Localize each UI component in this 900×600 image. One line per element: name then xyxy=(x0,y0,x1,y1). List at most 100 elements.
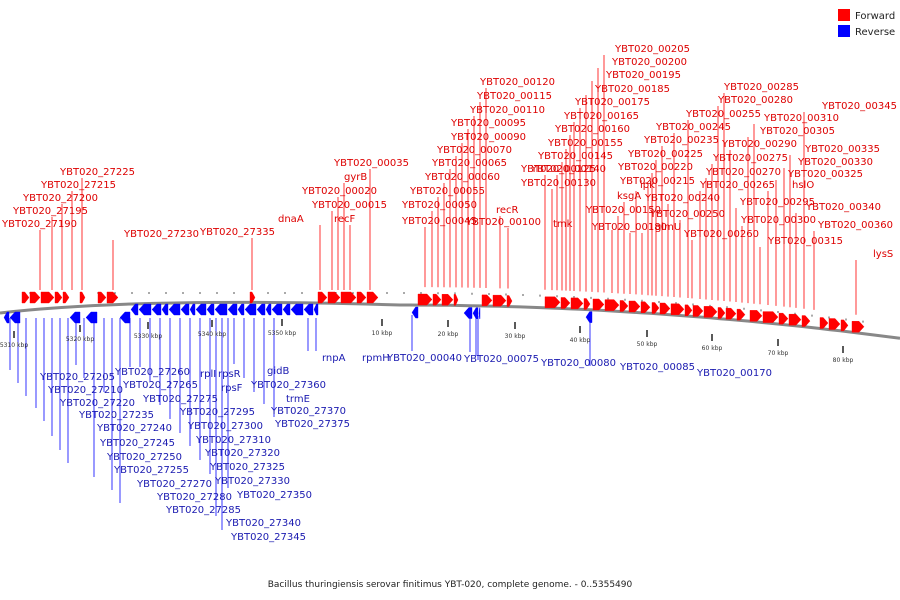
gene-label-ybt020-27295: YBT020_27295 xyxy=(179,407,255,418)
forward-gene-arrow xyxy=(21,291,30,304)
reverse-gene-arrow xyxy=(271,303,283,316)
forward-gene-arrow xyxy=(106,291,119,304)
scale-label: 5350 kbp xyxy=(268,330,296,337)
reverse-gene-arrow xyxy=(237,303,245,316)
gene-label-ksga: ksgA xyxy=(617,191,641,202)
gene-label-ybt020-00325: YBT020_00325 xyxy=(787,169,863,180)
forward-gene-arrow xyxy=(327,291,341,304)
gene-label-ybt020-27255: YBT020_27255 xyxy=(113,465,189,476)
gene-label-ybt020-00330: YBT020_00330 xyxy=(797,157,873,168)
gene-label-ybt020-00335: YBT020_00335 xyxy=(804,144,880,155)
reverse-gene-arrow xyxy=(265,303,272,316)
gene-label-ybt020-00055: YBT020_00055 xyxy=(409,186,485,197)
gene-label-ybt020-00275: YBT020_00275 xyxy=(712,153,788,164)
reverse-gene-arrow xyxy=(151,303,162,316)
gene-label-ybt020-27320: YBT020_27320 xyxy=(204,448,280,459)
gene-label-ybt020-00340: YBT020_00340 xyxy=(805,202,881,213)
scale-label: 5310 kbp xyxy=(0,342,28,349)
gene-label-recf: recF xyxy=(334,214,356,225)
gene-label-ybt020-27270: YBT020_27270 xyxy=(136,479,212,490)
forward-gene-arrow xyxy=(819,317,829,329)
gene-label-ybt020-00310: YBT020_00310 xyxy=(763,113,839,124)
gene-label-ybt020-00020: YBT020_00020 xyxy=(301,186,377,197)
forward-gene-arrow xyxy=(670,303,685,315)
gene-label-ybt020-00285: YBT020_00285 xyxy=(723,82,799,93)
reverse-gene-arrow xyxy=(282,303,291,316)
scale-label: 60 kbp xyxy=(702,345,723,352)
reverse-gene-arrow xyxy=(478,307,481,320)
scale-label: 5330 kbp xyxy=(134,333,162,340)
gene-label-ybt020-00080: YBT020_00080 xyxy=(540,358,616,369)
gene-label-ybt020-00225: YBT020_00225 xyxy=(627,149,703,160)
reverse-gene-arrow xyxy=(290,303,304,316)
gene-label-ybt020-00260: YBT020_00260 xyxy=(683,229,759,240)
gene-label-ybt020-00110: YBT020_00110 xyxy=(469,105,545,116)
gene-label-ybt020-00085: YBT020_00085 xyxy=(619,362,695,373)
gene-label-ybt020-00240: YBT020_00240 xyxy=(644,193,720,204)
forward-gene-arrow xyxy=(340,291,357,304)
reverse-gene-arrow xyxy=(227,303,238,316)
gene-label-rpsr: rpsR xyxy=(218,369,241,380)
forward-gene-arrow xyxy=(356,291,367,304)
gene-label-ybt020-27360: YBT020_27360 xyxy=(250,380,326,391)
legend-swatch-forward xyxy=(838,9,850,21)
gene-label-ybt020-27375: YBT020_27375 xyxy=(274,419,350,430)
gene-label-ybt020-27220: YBT020_27220 xyxy=(59,398,135,409)
forward-gene-arrow xyxy=(801,315,811,327)
gene-label-ybt020-27260: YBT020_27260 xyxy=(114,367,190,378)
gene-labels: YBT020_27190 YBT020_27195 YBT020_27200 YBT0… xyxy=(1,44,897,543)
gene-label-recr: recR xyxy=(496,205,519,216)
figure-caption: Bacillus thuringiensis serovar finitimus… xyxy=(268,580,633,590)
genome-backbone xyxy=(0,300,900,340)
forward-gene-arrow xyxy=(432,293,442,306)
reverse-gene-arrow xyxy=(411,306,419,319)
forward-gene-arrow xyxy=(592,298,605,311)
gene-label-ybt020-00305: YBT020_00305 xyxy=(759,126,835,137)
forward-gene-arrow xyxy=(828,318,841,330)
forward-gene-arrow xyxy=(851,321,865,333)
gene-label-ybt020-00220: YBT020_00220 xyxy=(617,162,693,173)
gene-label-rpli: rplI xyxy=(200,369,216,380)
backbone-layer: 5310 kbp 5320 kbp 5330 kbp 5340 kbp 5350 kbp… xyxy=(0,292,900,364)
gene-label-ybt020-00185: YBT020_00185 xyxy=(594,84,670,95)
reverse-gene-arrow xyxy=(85,311,98,324)
forward-gene-arrow xyxy=(684,304,693,317)
gene-label-ybt020-27210: YBT020_27210 xyxy=(47,385,123,396)
gene-label-ybt020-27285: YBT020_27285 xyxy=(165,505,241,516)
gene-label-ybt020-00200: YBT020_00200 xyxy=(611,57,687,68)
forward-gene-arrow xyxy=(659,302,671,315)
reverse-gene-arrow xyxy=(313,303,319,316)
gene-label-ybt020-00195: YBT020_00195 xyxy=(605,70,681,81)
reverse-gene-arrow xyxy=(214,303,228,316)
gene-label-ybt020-00070: YBT020_00070 xyxy=(436,145,512,156)
scale-label: 5340 kbp xyxy=(198,331,226,338)
reverse-gene-arrow xyxy=(206,303,215,316)
forward-gene-arrow xyxy=(762,311,779,323)
reverse-gene-arrow xyxy=(69,311,81,324)
gene-label-rpsf: rpsF xyxy=(221,383,243,394)
gene-label-tmk: tmk xyxy=(553,219,573,230)
reverse-gene-arrow xyxy=(244,303,257,316)
forward-gene-arrow xyxy=(703,306,718,318)
gene-label-ybt020-00145: YBT020_00145 xyxy=(537,151,613,162)
gene-label-glmu: glmU xyxy=(655,222,681,233)
forward-gene-arrow xyxy=(736,308,746,321)
reverse-gene-arrow xyxy=(463,307,473,319)
gene-label-ybt020-00245: YBT020_00245 xyxy=(655,122,731,133)
forward-gene-arrow xyxy=(560,297,571,309)
gene-label-ybt020-27245: YBT020_27245 xyxy=(99,438,175,449)
gene-label-ybt020-27225: YBT020_27225 xyxy=(59,167,135,178)
gene-label-ybt020-00115: YBT020_00115 xyxy=(476,91,552,102)
gene-label-rnpa: rnpA xyxy=(322,353,346,364)
gene-label-ybt020-00180: YBT020_00180 xyxy=(591,222,667,233)
gene-label-ybt020-27195: YBT020_27195 xyxy=(12,206,88,217)
gene-label-ybt020-27205: YBT020_27205 xyxy=(39,372,115,383)
gene-label-ybt020-27335: YBT020_27335 xyxy=(199,227,275,238)
forward-gene-arrow xyxy=(651,302,660,314)
forward-gene-arrow xyxy=(62,291,70,304)
gene-label-ipk: ipk xyxy=(640,180,655,191)
gene-label-ybt020-27190: YBT020_27190 xyxy=(1,219,77,230)
reverse-gene-arrow xyxy=(3,311,10,324)
